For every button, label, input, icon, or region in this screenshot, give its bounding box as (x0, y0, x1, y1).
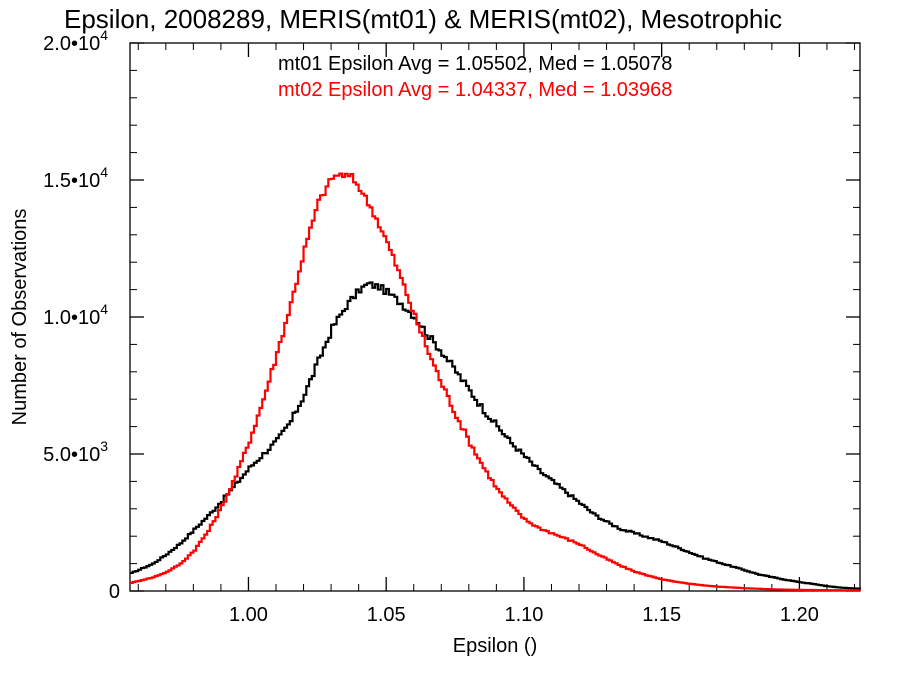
y-tick-label: 1.0•104 (43, 301, 108, 329)
y-tick-exponent: 4 (100, 164, 108, 180)
x-tick-label: 1.15 (642, 604, 681, 626)
y-tick-exponent: 4 (100, 301, 108, 317)
y-tick-exponent: 3 (100, 438, 108, 454)
series-line (130, 281, 862, 590)
y-tick-exponent: 4 (100, 27, 108, 43)
plot-frame (129, 42, 861, 592)
x-axis: 1.00 1.05 1.10 1.15 1.20 (137, 43, 855, 626)
series-layer (130, 172, 862, 592)
x-axis-label: Epsilon () (453, 635, 537, 657)
x-tick-label: 1.10 (504, 604, 543, 626)
annotation-text: mt01 Epsilon Avg = 1.05502, Med = 1.0507… (278, 53, 672, 75)
chart-title: Epsilon, 2008289, MERIS(mt01) & MERIS(mt… (64, 4, 782, 34)
annotation-text: mt02 Epsilon Avg = 1.04337, Med = 1.0396… (278, 79, 672, 101)
y-tick-label: 1.5•104 (43, 164, 108, 192)
x-tick-label: 1.20 (780, 604, 819, 626)
x-tick-label: 1.00 (229, 604, 268, 626)
legend-annotations: mt01 Epsilon Avg = 1.05502, Med = 1.0507… (278, 53, 672, 101)
y-tick-label: 5.0•103 (43, 438, 108, 466)
y-tick-label: 0 (109, 581, 120, 603)
x-tick-label: 1.05 (367, 604, 406, 626)
series-line (130, 172, 862, 592)
y-axis-label: Number of Observations (9, 209, 31, 426)
